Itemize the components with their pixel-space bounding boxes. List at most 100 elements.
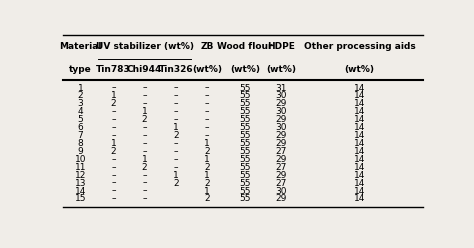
Text: 55: 55 <box>239 131 251 140</box>
Text: 2: 2 <box>173 131 179 140</box>
Text: 1: 1 <box>142 155 147 164</box>
Text: –: – <box>173 147 178 156</box>
Text: 1: 1 <box>204 171 210 180</box>
Text: Wood flour: Wood flour <box>217 42 273 51</box>
Text: 29: 29 <box>276 155 287 164</box>
Text: Tin326: Tin326 <box>159 65 193 74</box>
Text: Material: Material <box>59 42 101 51</box>
Text: 14: 14 <box>354 131 365 140</box>
Text: –: – <box>205 107 210 116</box>
Text: –: – <box>173 99 178 108</box>
Text: 14: 14 <box>354 179 365 187</box>
Text: 14: 14 <box>354 99 365 108</box>
Text: –: – <box>173 107 178 116</box>
Text: 27: 27 <box>276 163 287 172</box>
Text: Other processing aids: Other processing aids <box>304 42 415 51</box>
Text: –: – <box>173 115 178 124</box>
Text: 2: 2 <box>204 147 210 156</box>
Text: 14: 14 <box>354 115 365 124</box>
Text: 29: 29 <box>276 171 287 180</box>
Text: –: – <box>142 171 147 180</box>
Text: 14: 14 <box>75 186 86 195</box>
Text: –: – <box>142 131 147 140</box>
Text: 10: 10 <box>74 155 86 164</box>
Text: 14: 14 <box>354 92 365 100</box>
Text: 9: 9 <box>77 147 83 156</box>
Text: 55: 55 <box>239 147 251 156</box>
Text: 55: 55 <box>239 107 251 116</box>
Text: –: – <box>142 186 147 195</box>
Text: 14: 14 <box>354 155 365 164</box>
Text: –: – <box>142 84 147 93</box>
Text: 1: 1 <box>110 92 116 100</box>
Text: 14: 14 <box>354 139 365 148</box>
Text: –: – <box>205 92 210 100</box>
Text: 14: 14 <box>354 163 365 172</box>
Text: –: – <box>205 123 210 132</box>
Text: 2: 2 <box>110 99 116 108</box>
Text: 29: 29 <box>276 139 287 148</box>
Text: –: – <box>142 179 147 187</box>
Text: (wt%): (wt%) <box>345 65 374 74</box>
Text: –: – <box>111 171 116 180</box>
Text: Tin783: Tin783 <box>96 65 131 74</box>
Text: –: – <box>142 139 147 148</box>
Text: 55: 55 <box>239 92 251 100</box>
Text: –: – <box>173 139 178 148</box>
Text: 6: 6 <box>77 123 83 132</box>
Text: Chi944: Chi944 <box>127 65 163 74</box>
Text: –: – <box>173 163 178 172</box>
Text: 13: 13 <box>74 179 86 187</box>
Text: 14: 14 <box>354 107 365 116</box>
Text: 11: 11 <box>74 163 86 172</box>
Text: –: – <box>111 186 116 195</box>
Text: –: – <box>111 115 116 124</box>
Text: 1: 1 <box>173 123 179 132</box>
Text: 55: 55 <box>239 171 251 180</box>
Text: 1: 1 <box>204 186 210 195</box>
Text: –: – <box>142 123 147 132</box>
Text: –: – <box>205 131 210 140</box>
Text: –: – <box>142 194 147 203</box>
Text: 1: 1 <box>173 171 179 180</box>
Text: UV stabilizer (wt%): UV stabilizer (wt%) <box>96 42 194 51</box>
Text: 29: 29 <box>276 115 287 124</box>
Text: 7: 7 <box>77 131 83 140</box>
Text: 55: 55 <box>239 99 251 108</box>
Text: 2: 2 <box>78 92 83 100</box>
Text: 1: 1 <box>142 107 147 116</box>
Text: –: – <box>111 84 116 93</box>
Text: –: – <box>142 99 147 108</box>
Text: –: – <box>142 92 147 100</box>
Text: 1: 1 <box>204 155 210 164</box>
Text: HDPE: HDPE <box>267 42 295 51</box>
Text: –: – <box>205 99 210 108</box>
Text: 2: 2 <box>204 163 210 172</box>
Text: 29: 29 <box>276 131 287 140</box>
Text: (wt%): (wt%) <box>266 65 297 74</box>
Text: 55: 55 <box>239 123 251 132</box>
Text: 2: 2 <box>204 194 210 203</box>
Text: –: – <box>173 155 178 164</box>
Text: 14: 14 <box>354 171 365 180</box>
Text: 4: 4 <box>78 107 83 116</box>
Text: 2: 2 <box>110 147 116 156</box>
Text: 14: 14 <box>354 123 365 132</box>
Text: –: – <box>111 131 116 140</box>
Text: –: – <box>111 155 116 164</box>
Text: –: – <box>111 179 116 187</box>
Text: 12: 12 <box>75 171 86 180</box>
Text: –: – <box>111 194 116 203</box>
Text: 55: 55 <box>239 139 251 148</box>
Text: –: – <box>173 92 178 100</box>
Text: 5: 5 <box>77 115 83 124</box>
Text: 55: 55 <box>239 186 251 195</box>
Text: 14: 14 <box>354 186 365 195</box>
Text: –: – <box>205 84 210 93</box>
Text: 55: 55 <box>239 115 251 124</box>
Text: 30: 30 <box>276 92 287 100</box>
Text: –: – <box>111 163 116 172</box>
Text: 55: 55 <box>239 194 251 203</box>
Text: 30: 30 <box>276 107 287 116</box>
Text: 27: 27 <box>276 147 287 156</box>
